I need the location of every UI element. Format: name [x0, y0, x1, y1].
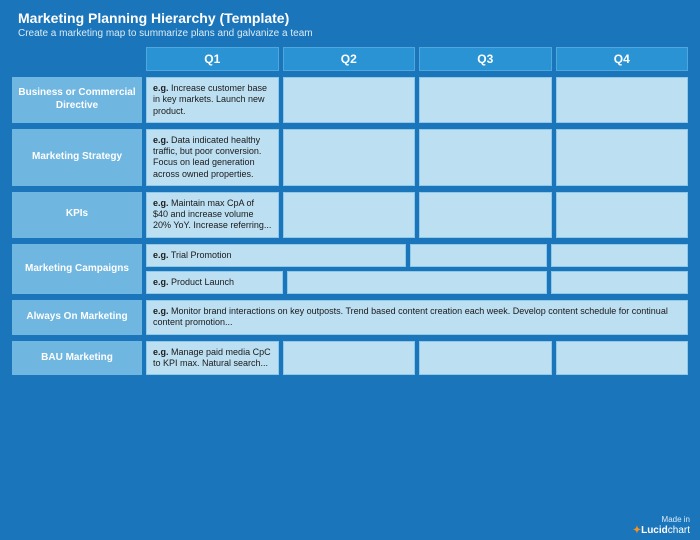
cell-directive-q3[interactable] [419, 77, 552, 123]
row-label-bau: BAU Marketing [12, 341, 142, 376]
col-header-q1: Q1 [146, 47, 279, 71]
page-title: Marketing Planning Hierarchy (Template) [18, 10, 682, 26]
row-campaigns: Marketing Campaigns e.g. Trial Promotion… [12, 244, 688, 295]
cell-campaigns-trial[interactable]: e.g. Trial Promotion [146, 244, 406, 267]
cell-strategy-q3[interactable] [419, 129, 552, 186]
cell-bau-q2[interactable] [283, 341, 416, 376]
cell-strategy-q2[interactable] [283, 129, 416, 186]
cell-kpis-q3[interactable] [419, 192, 552, 238]
cell-kpis-q2[interactable] [283, 192, 416, 238]
campaigns-subrow-2: e.g. Product Launch [146, 271, 688, 294]
cell-bau-q1[interactable]: e.g. Manage paid media CpC to KPI max. N… [146, 341, 279, 376]
row-directive: Business or Commercial Directive e.g. In… [12, 77, 688, 123]
row-label-strategy: Marketing Strategy [12, 129, 142, 186]
cell-directive-q4[interactable] [556, 77, 689, 123]
cell-text: Data indicated healthy traffic, but poor… [153, 135, 261, 179]
row-always-on: Always On Marketing e.g. Monitor brand i… [12, 300, 688, 335]
cell-text: Trial Promotion [169, 250, 232, 260]
cell-campaigns-launch[interactable]: e.g. Product Launch [146, 271, 283, 294]
col-header-q3: Q3 [419, 47, 552, 71]
cell-campaigns-sub1-b[interactable] [410, 244, 547, 267]
cell-always-on-full[interactable]: e.g. Monitor brand interactions on key o… [146, 300, 688, 335]
eg-prefix: e.g. [153, 347, 169, 357]
col-header-q4: Q4 [556, 47, 689, 71]
cell-kpis-q4[interactable] [556, 192, 689, 238]
made-in-label: Made in [633, 516, 690, 525]
cell-text: Monitor brand interactions on key outpos… [153, 306, 668, 327]
row-label-campaigns: Marketing Campaigns [12, 244, 142, 295]
cell-text: Manage paid media CpC to KPI max. Natura… [153, 347, 271, 368]
cell-directive-q1[interactable]: e.g. Increase customer base in key marke… [146, 77, 279, 123]
row-strategy: Marketing Strategy e.g. Data indicated h… [12, 129, 688, 186]
cell-kpis-q1[interactable]: e.g. Maintain max CpA of $40 and increas… [146, 192, 279, 238]
eg-prefix: e.g. [153, 277, 169, 287]
brand-icon: ✦ [633, 525, 641, 536]
eg-prefix: e.g. [153, 250, 169, 260]
header: Marketing Planning Hierarchy (Template) … [0, 0, 700, 43]
column-headers: Q1 Q2 Q3 Q4 [12, 47, 688, 71]
cell-campaigns-sub1-c[interactable] [551, 244, 688, 267]
cell-text: Maintain max CpA of $40 and increase vol… [153, 198, 271, 231]
cell-text: Product Launch [169, 277, 235, 287]
cell-strategy-q1[interactable]: e.g. Data indicated healthy traffic, but… [146, 129, 279, 186]
brand-logo: ✦Lucidchart [633, 525, 690, 536]
cell-campaigns-sub2-c[interactable] [551, 271, 688, 294]
cell-campaigns-sub2-b[interactable] [287, 271, 547, 294]
eg-prefix: e.g. [153, 306, 169, 316]
cell-bau-q3[interactable] [419, 341, 552, 376]
eg-prefix: e.g. [153, 135, 169, 145]
eg-prefix: e.g. [153, 83, 169, 93]
row-label-always-on: Always On Marketing [12, 300, 142, 335]
row-kpis: KPIs e.g. Maintain max CpA of $40 and in… [12, 192, 688, 238]
brand-suffix: chart [668, 525, 690, 536]
planning-grid: Q1 Q2 Q3 Q4 Business or Commercial Direc… [0, 43, 700, 375]
campaigns-subrow-1: e.g. Trial Promotion [146, 244, 688, 267]
cell-strategy-q4[interactable] [556, 129, 689, 186]
cell-directive-q2[interactable] [283, 77, 416, 123]
cell-text: Increase customer base in key markets. L… [153, 83, 267, 116]
col-header-q2: Q2 [283, 47, 416, 71]
row-bau: BAU Marketing e.g. Manage paid media CpC… [12, 341, 688, 376]
brand-prefix: Lucid [641, 525, 668, 536]
footer: Made in ✦Lucidchart [633, 516, 690, 536]
page-subtitle: Create a marketing map to summarize plan… [18, 28, 682, 39]
row-label-kpis: KPIs [12, 192, 142, 238]
header-spacer [12, 47, 142, 71]
cell-bau-q4[interactable] [556, 341, 689, 376]
eg-prefix: e.g. [153, 198, 169, 208]
row-label-directive: Business or Commercial Directive [12, 77, 142, 123]
